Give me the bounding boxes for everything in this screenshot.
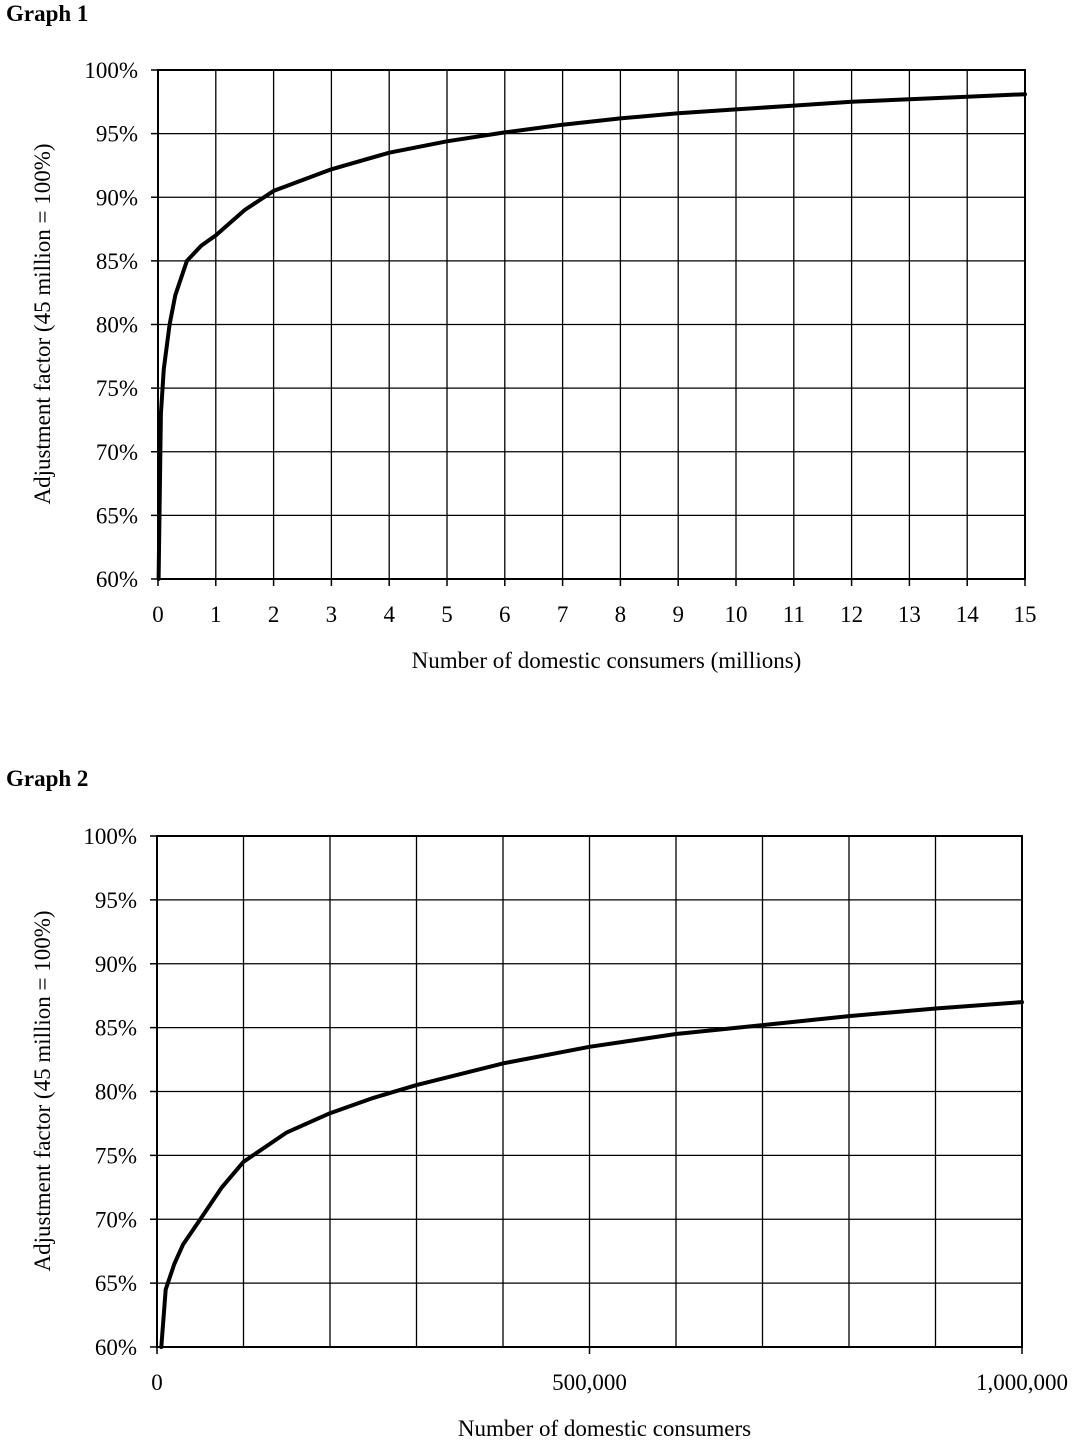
x-tick-label: 0 xyxy=(152,602,164,627)
y-tick-label: 85% xyxy=(96,249,138,274)
x-tick-label: 8 xyxy=(615,602,627,627)
y-tick-label: 90% xyxy=(96,185,138,210)
x-tick-label: 15 xyxy=(1014,602,1037,627)
y-tick-label: 80% xyxy=(95,1080,137,1105)
y-tick-label: 60% xyxy=(95,1335,137,1360)
x-tick-label: 6 xyxy=(499,602,511,627)
y-tick-label: 100% xyxy=(83,824,137,849)
x-tick-label: 14 xyxy=(956,602,980,627)
y-axis-label: Adjustment factor (45 million = 100%) xyxy=(30,143,55,504)
x-tick-label: 0 xyxy=(151,1370,163,1395)
x-tick-label: 3 xyxy=(326,602,338,627)
x-tick-label: 10 xyxy=(725,602,748,627)
graph-1-chart: 60%65%70%75%80%85%90%95%100%0 1 2 3 4 5 6 7 8 9 10… xyxy=(30,58,1037,673)
y-tick-label: 75% xyxy=(95,1143,137,1168)
x-tick-label: 1,000,000 xyxy=(976,1370,1068,1395)
x-tick-label: 500,000 xyxy=(552,1370,627,1395)
x-tick-label: 12 xyxy=(840,602,863,627)
y-tick-label: 60% xyxy=(96,567,138,592)
x-tick-label: 11 xyxy=(783,602,805,627)
x-tick-label: 4 xyxy=(383,602,395,627)
x-tick-label: 5 xyxy=(441,602,453,627)
y-axis-label: Adjustment factor (45 million = 100%) xyxy=(30,910,55,1271)
y-tick-label: 65% xyxy=(96,503,138,528)
y-tick-label: 65% xyxy=(95,1271,137,1296)
x-tick-label: 7 xyxy=(557,602,569,627)
y-tick-label: 90% xyxy=(95,952,137,977)
series-line xyxy=(156,92,1027,581)
y-tick-label: 75% xyxy=(96,376,138,401)
x-axis-label: Number of domestic consumers xyxy=(458,1416,751,1441)
x-axis-label: Number of domestic consumers (millions) xyxy=(412,648,802,673)
graph-1-title: Graph 1 xyxy=(6,1,89,26)
x-tick-label: 2 xyxy=(268,602,280,627)
y-tick-label: 100% xyxy=(84,58,138,83)
y-tick-label: 80% xyxy=(96,313,138,338)
x-tick-label: 9 xyxy=(672,602,684,627)
series-line xyxy=(159,1000,1024,1349)
x-tick-label: 13 xyxy=(898,602,921,627)
y-tick-label: 95% xyxy=(95,888,137,913)
x-tick-label: 1 xyxy=(210,602,222,627)
graph-2-title: Graph 2 xyxy=(6,766,89,791)
y-tick-label: 85% xyxy=(95,1016,137,1041)
y-tick-label: 70% xyxy=(96,440,138,465)
y-tick-label: 95% xyxy=(96,122,138,147)
y-tick-label: 70% xyxy=(95,1207,137,1232)
